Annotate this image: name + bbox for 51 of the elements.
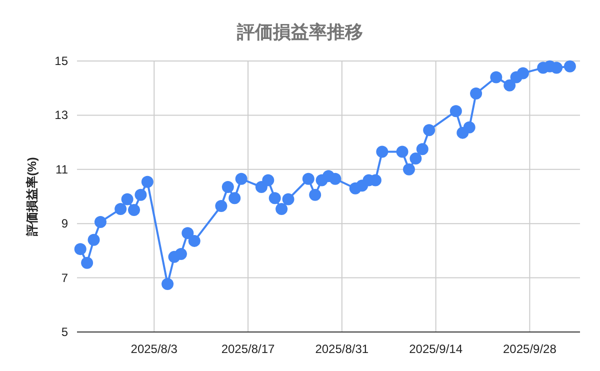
point [182,227,194,240]
point [74,243,86,256]
point [516,67,529,80]
point [282,193,294,206]
point [215,200,228,212]
point [302,172,314,185]
x-tick-label: 2025/9/28 [503,342,557,356]
point [141,176,154,188]
x-tick-label: 2025/9/14 [409,342,463,356]
y-tick-label: 5 [61,325,68,339]
point [396,146,408,158]
point [550,62,563,74]
point [235,172,248,185]
point [410,152,422,165]
y-tick-label: 13 [54,108,68,122]
x-tick-label: 2025/8/3 [130,342,178,356]
point [268,192,281,204]
point [490,71,502,84]
point [94,216,106,228]
point [81,256,94,269]
point [309,188,322,201]
point [329,172,342,185]
point [376,146,388,158]
point [121,193,134,206]
chart-title: 評価損益率推移 [236,22,363,42]
point [470,88,482,100]
point [504,79,516,92]
y-tick-label: 9 [61,216,68,231]
y-tick-label: 7 [61,270,68,285]
point [174,248,187,260]
point [88,234,100,246]
point [450,105,462,118]
x-tick-label: 2025/8/31 [315,342,369,356]
point [114,202,127,215]
point [188,234,200,247]
y-tick-label: 11 [56,162,68,176]
point [228,192,241,204]
point [128,204,140,216]
point [423,124,436,136]
point [416,143,428,156]
x-tick-label: 2025/8/17 [221,342,276,356]
point [162,278,174,290]
point [463,121,476,134]
point [262,174,274,186]
point [134,188,147,201]
point [564,60,576,72]
y-axis-title: 評価損益率(%) [25,157,39,237]
point [402,163,415,176]
point [222,181,234,194]
point [276,202,288,215]
y-tick-label: 15 [54,54,68,68]
